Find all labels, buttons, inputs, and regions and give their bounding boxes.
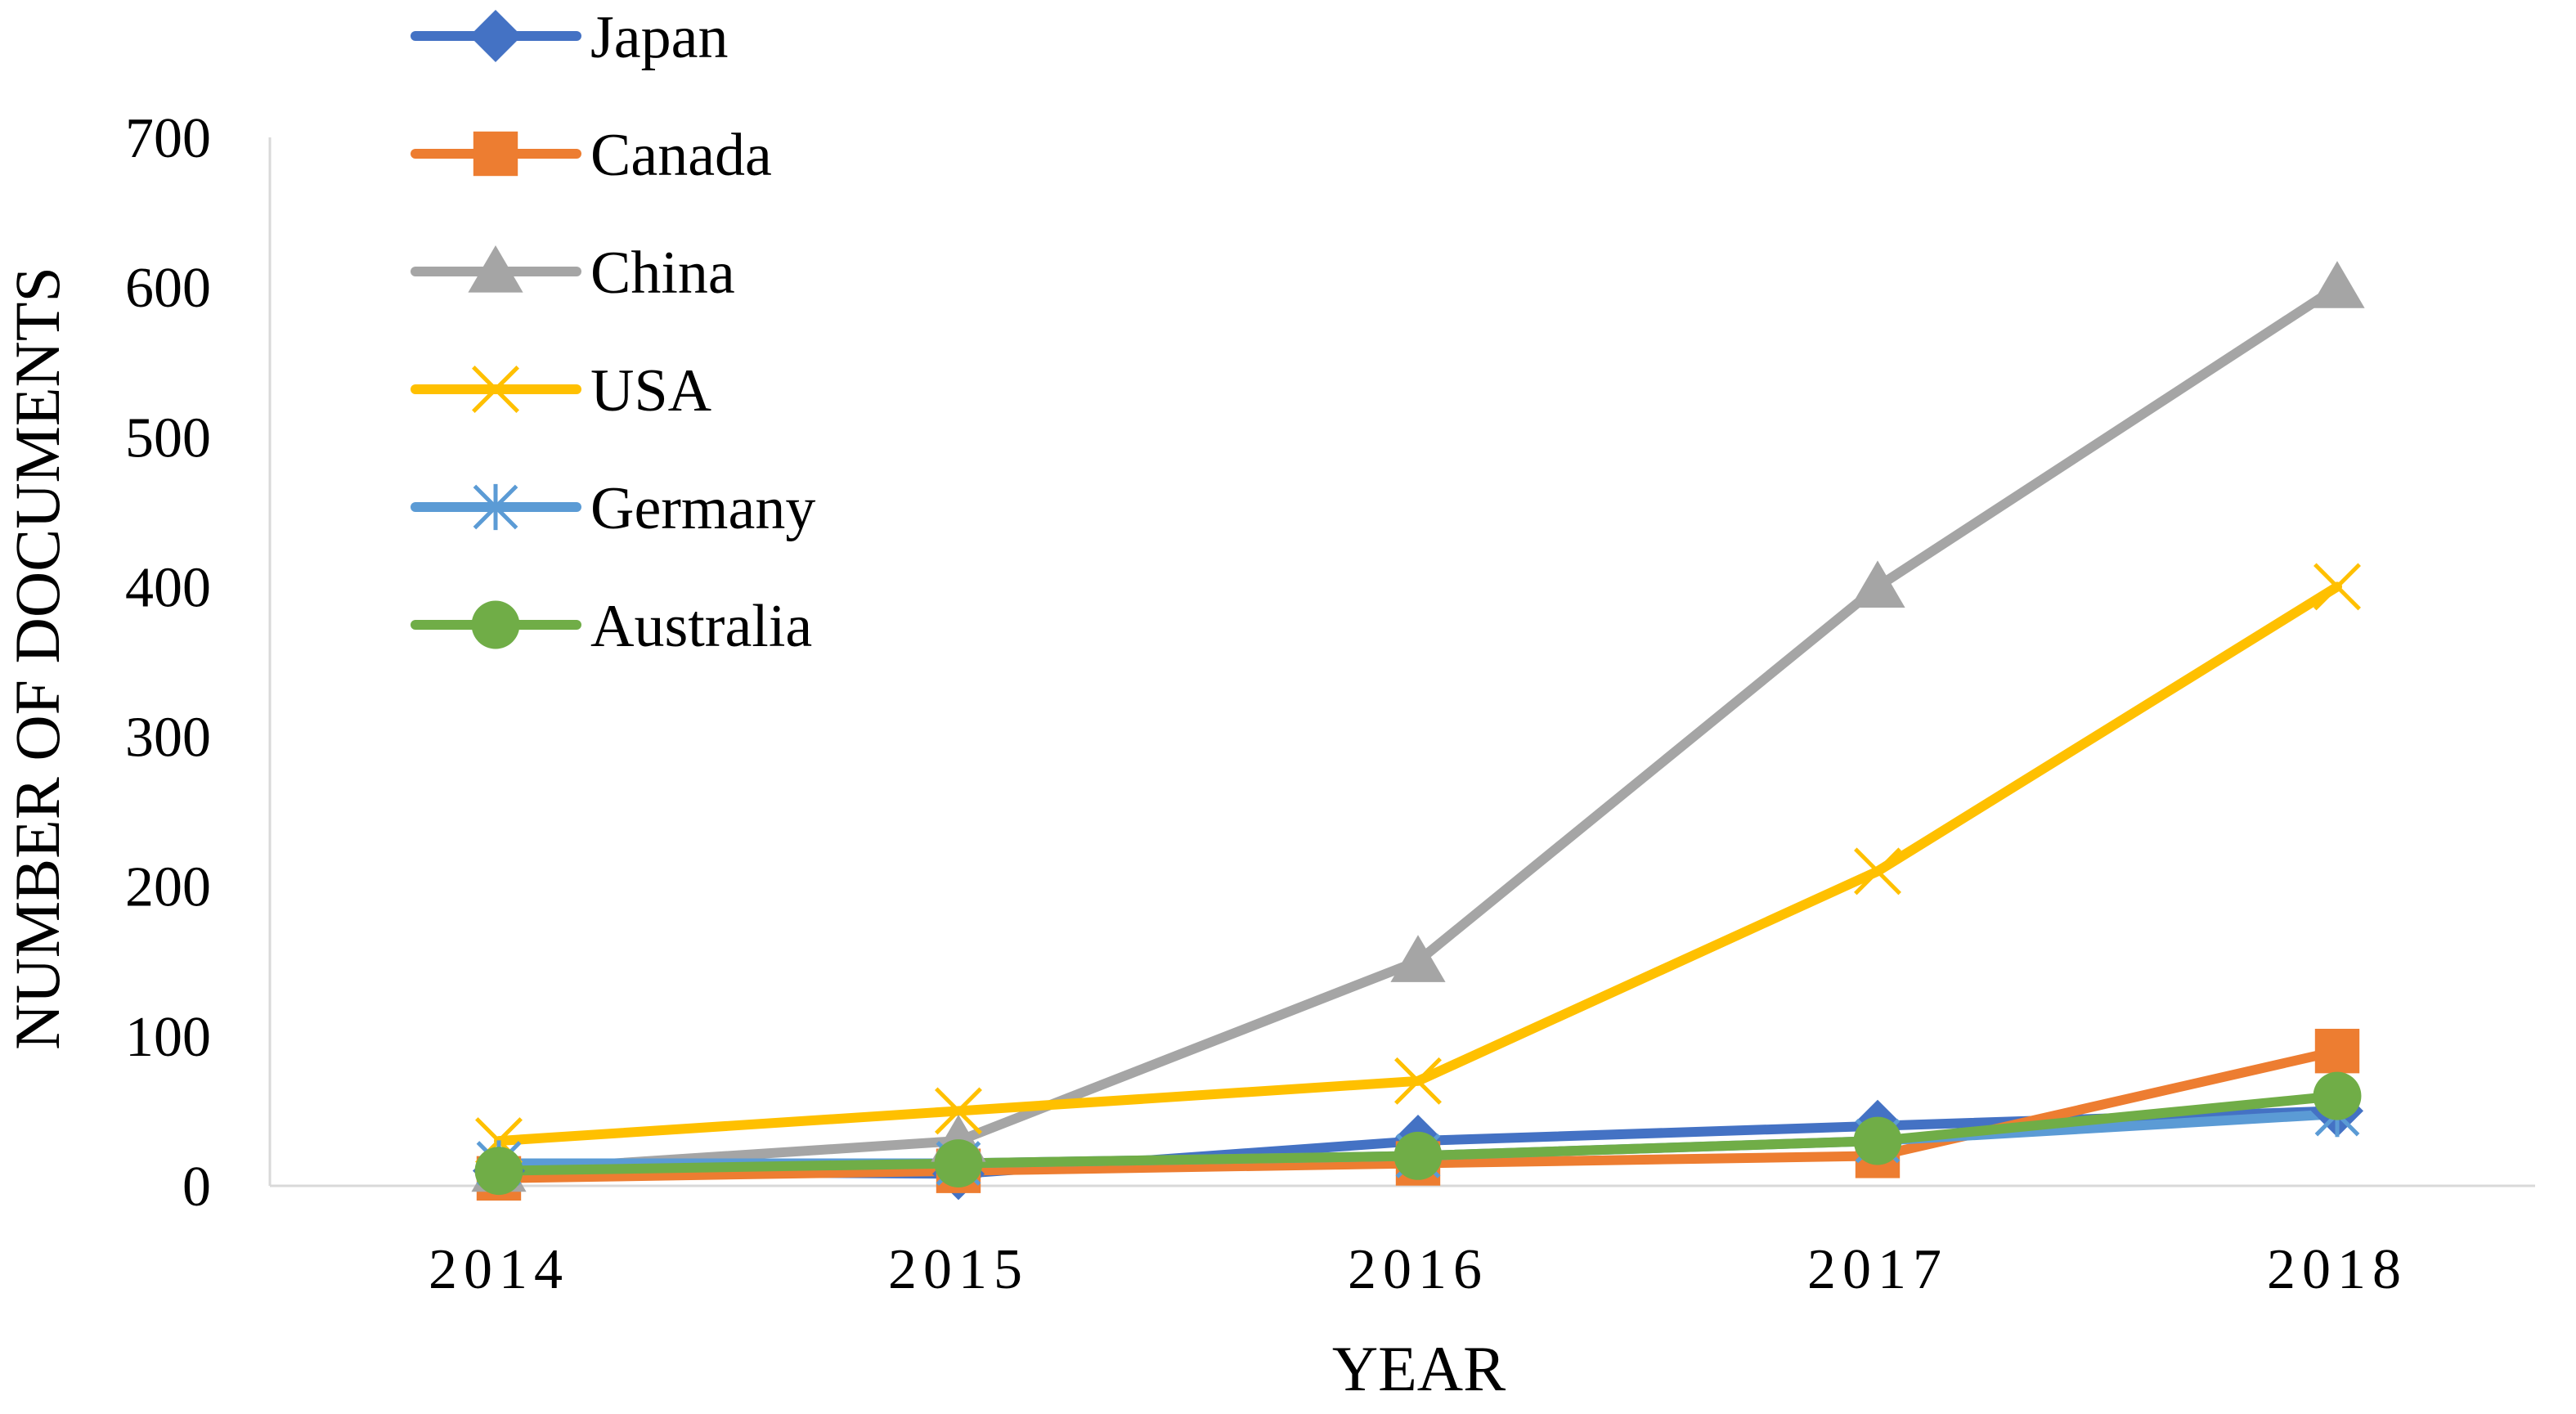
data-point-australia [934,1139,983,1187]
y-tick-label: 500 [125,406,211,469]
data-point-australia [2313,1071,2362,1120]
data-point-china [1850,560,1905,608]
data-point-usa [2313,563,2361,611]
x-tick-label: 2015 [888,1238,1029,1301]
series-line-china [494,282,2342,1176]
legend-label: Japan [590,4,729,71]
legend-swatch-marker [471,600,520,649]
y-tick-label: 0 [182,1156,211,1219]
data-point-australia [474,1147,523,1196]
legend-label: Canada [590,122,772,189]
y-tick-labels: 0 100 200 300 400 500 600 700 [125,107,211,1219]
legend-item-china: China [411,240,735,307]
x-tick-label: 2014 [429,1238,569,1301]
legend-item-japan: Japan [411,4,729,71]
legend-label: USA [590,357,711,424]
series-lines [494,282,2342,1183]
x-tick-label: 2016 [1348,1238,1488,1301]
legend-swatch-marker [472,366,519,413]
legend-swatch-marker [469,10,522,62]
y-tick-label: 100 [125,1006,211,1069]
y-axis-title: NUMBER OF DOCUMENTS [2,267,73,1050]
x-tick-label: 2017 [1807,1238,1948,1301]
y-tick-label: 200 [125,856,211,919]
legend-item-germany: Germany [411,475,815,542]
legend-label: Germany [590,475,815,542]
data-point-australia [1393,1131,1443,1180]
y-tick-label: 700 [125,107,211,170]
data-point-usa [1394,1057,1442,1105]
legend-label: China [590,240,735,307]
data-point-canada [2314,1028,2360,1074]
data-point-australia [1853,1116,1902,1165]
legend-item-usa: USA [411,357,711,424]
axes [268,137,2535,1187]
data-point-usa [935,1087,982,1135]
legend-item-australia: Australia [411,593,812,660]
data-point-china [2309,261,2365,308]
legend-swatch-marker [468,245,523,293]
legend-label: Australia [590,593,812,660]
series-markers [471,261,2365,1201]
series-line-usa [494,581,2342,1147]
x-tick-label: 2018 [2267,1238,2408,1301]
y-tick-label: 300 [125,707,211,770]
data-point-china [1390,935,1446,982]
y-tick-label: 400 [125,556,211,619]
legend: Japan Canada China USA Germany Australia [411,4,815,660]
y-tick-label: 600 [125,257,211,320]
legend-swatch-marker [473,483,518,531]
x-axis-title: YEAR [1332,1333,1506,1404]
legend-item-canada: Canada [411,122,772,189]
data-point-usa [1854,847,1901,896]
legend-swatch-marker [473,131,518,177]
x-tick-labels: 2014 2015 2016 2017 2018 [429,1238,2408,1301]
